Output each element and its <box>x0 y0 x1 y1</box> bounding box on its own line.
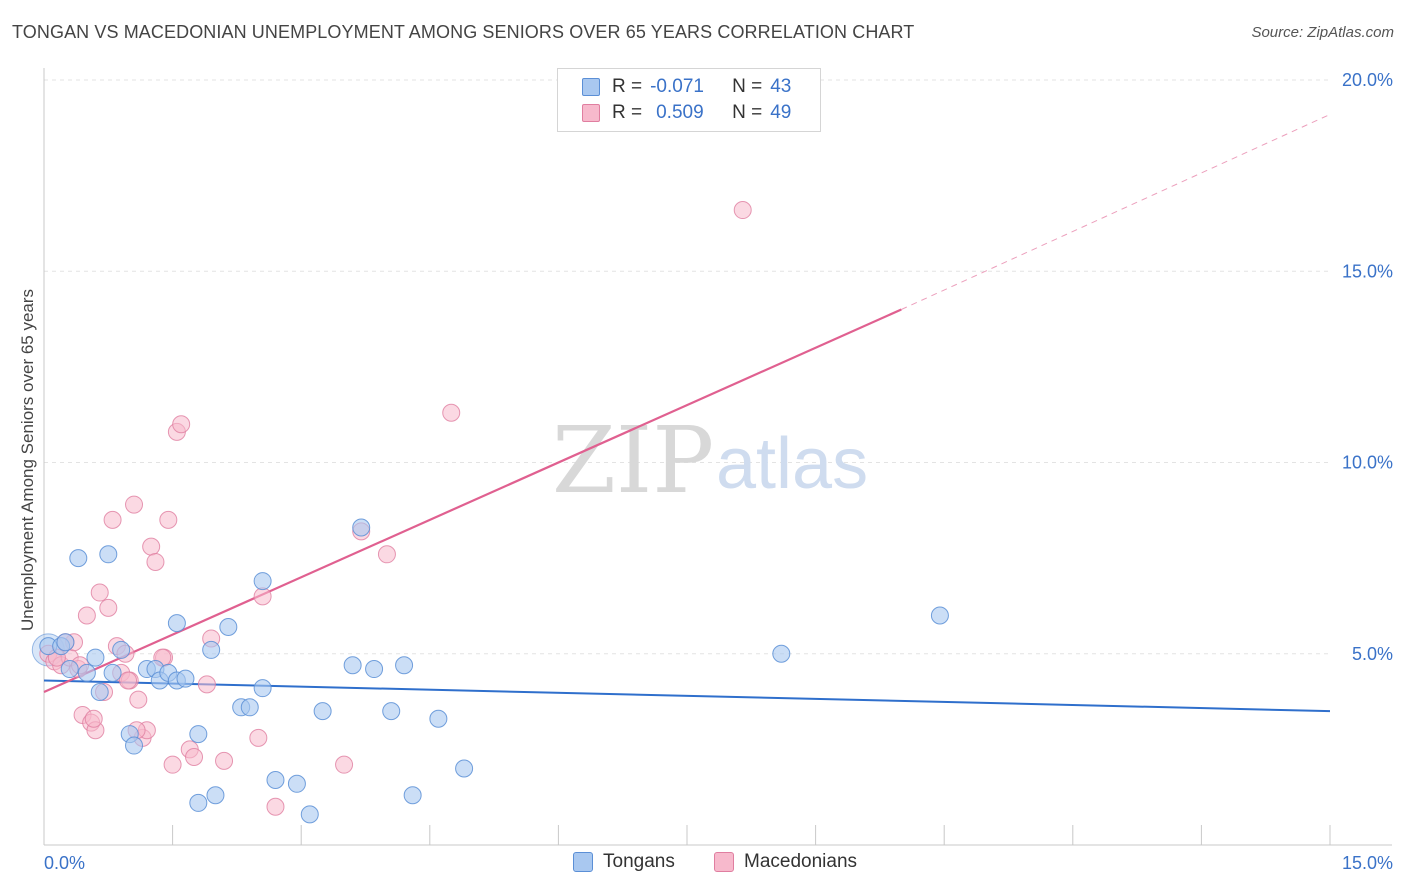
macedonians-point <box>119 671 138 690</box>
macedonians-point <box>377 545 396 564</box>
legend-r-label: R = <box>612 102 643 123</box>
y-tick-label: 15.0% <box>1342 261 1393 281</box>
tongans-point <box>86 648 105 667</box>
tongans-point <box>60 660 79 679</box>
tongans-point <box>219 617 238 636</box>
tongans-point <box>125 736 144 755</box>
macedonians-point <box>163 755 182 774</box>
tongans-point <box>455 759 474 778</box>
tongans-legend-label: Tongans <box>603 851 675 872</box>
tick-labels: 5.0% 10.0% 15.0% 20.0% 0.0% 15.0% <box>44 70 1393 873</box>
macedonians-point <box>197 675 216 694</box>
macedonians-point <box>335 755 354 774</box>
tongans-point <box>395 656 414 675</box>
macedonians-point <box>253 587 272 606</box>
legend-r-label: R = <box>612 76 643 97</box>
tongans-legend-swatch <box>573 852 593 872</box>
tongans-point <box>403 786 422 805</box>
tongans-point <box>202 640 221 659</box>
tongans-point <box>240 698 259 717</box>
legend-r-value: 0.509 <box>656 102 704 123</box>
tongans-point <box>56 633 75 652</box>
macedonians-swatch <box>582 104 600 122</box>
data-points <box>31 201 949 824</box>
tongans-point <box>266 770 285 789</box>
tongans-point <box>772 644 791 663</box>
tongans-point <box>352 518 371 537</box>
x-tick-label: 0.0% <box>44 853 85 873</box>
tongans-point <box>253 572 272 591</box>
tongans-point <box>99 545 118 564</box>
watermark-atlas: atlas <box>716 424 868 504</box>
tongans-point <box>313 702 332 721</box>
tongans-point <box>287 774 306 793</box>
chart-title: TONGAN VS MACEDONIAN UNEMPLOYMENT AMONG … <box>12 22 915 42</box>
macedonians-point <box>249 728 268 747</box>
macedonians-legend-swatch <box>714 852 734 872</box>
legend-row-tongans: R = -0.071 N = 43 <box>582 75 791 99</box>
tongans-point <box>176 669 195 688</box>
macedonians-point <box>442 403 461 422</box>
tongans-point <box>90 683 109 701</box>
tongans-point <box>343 656 362 675</box>
correlation-legend: R = -0.071 N = 43 R = 0.509 N = 49 <box>557 68 821 132</box>
legend-item-tongans[interactable]: Tongans <box>573 851 675 873</box>
macedonians-point <box>84 709 103 728</box>
legend-n-label: N = <box>732 102 763 123</box>
source-label: Source: ZipAtlas.com <box>1251 24 1394 41</box>
tongans-point <box>365 660 384 679</box>
legend-n-label: N = <box>732 76 763 97</box>
tongans-point <box>112 640 131 659</box>
legend-n-value: 49 <box>770 102 792 123</box>
y-tick-label: 5.0% <box>1352 644 1393 664</box>
tongans-point <box>429 709 448 728</box>
tongans-point <box>253 679 272 698</box>
legend-r-value: -0.071 <box>650 76 704 97</box>
macedonians-point <box>103 510 122 529</box>
axes <box>43 68 1392 846</box>
tongans-point <box>69 549 88 568</box>
macedonians-point <box>142 537 161 556</box>
legend-row-macedonians: R = 0.509 N = 49 <box>582 101 791 125</box>
tongans-point <box>206 786 225 805</box>
macedonians-legend-label: Macedonians <box>744 851 858 872</box>
series-legend: Tongans Macedonians <box>0 851 1406 877</box>
tongans-point <box>300 805 319 824</box>
macedonians-point <box>172 415 191 434</box>
tongans-point <box>930 606 949 625</box>
watermark: ZIP atlas <box>552 407 868 514</box>
macedonians-point <box>125 495 144 514</box>
macedonians-point <box>90 583 109 602</box>
y-tick-label: 20.0% <box>1342 70 1393 90</box>
x-tick-label: 15.0% <box>1342 853 1393 873</box>
tongans-point <box>167 614 186 633</box>
macedonians-trend-extension <box>901 113 1331 310</box>
y-tick-label: 10.0% <box>1342 453 1393 473</box>
macedonians-point <box>185 748 204 767</box>
tongans-point <box>103 663 122 682</box>
legend-item-macedonians[interactable]: Macedonians <box>714 851 857 873</box>
macedonians-point <box>266 797 285 816</box>
legend-n-value: 43 <box>770 76 792 97</box>
macedonians-point <box>77 606 96 625</box>
macedonians-point <box>146 552 165 571</box>
watermark-zip: ZIP <box>552 407 714 514</box>
macedonians-point <box>99 598 118 617</box>
tongans-point <box>189 725 208 744</box>
tongans-point <box>382 702 401 721</box>
tongans-swatch <box>582 78 600 96</box>
macedonians-trend-line <box>43 308 902 694</box>
tongans-point <box>77 663 96 682</box>
macedonians-point <box>215 751 234 770</box>
tongans-point <box>189 793 208 812</box>
macedonians-point <box>129 690 148 709</box>
macedonians-point <box>733 201 752 220</box>
macedonians-point <box>159 510 178 529</box>
grid-lines <box>44 79 1330 655</box>
